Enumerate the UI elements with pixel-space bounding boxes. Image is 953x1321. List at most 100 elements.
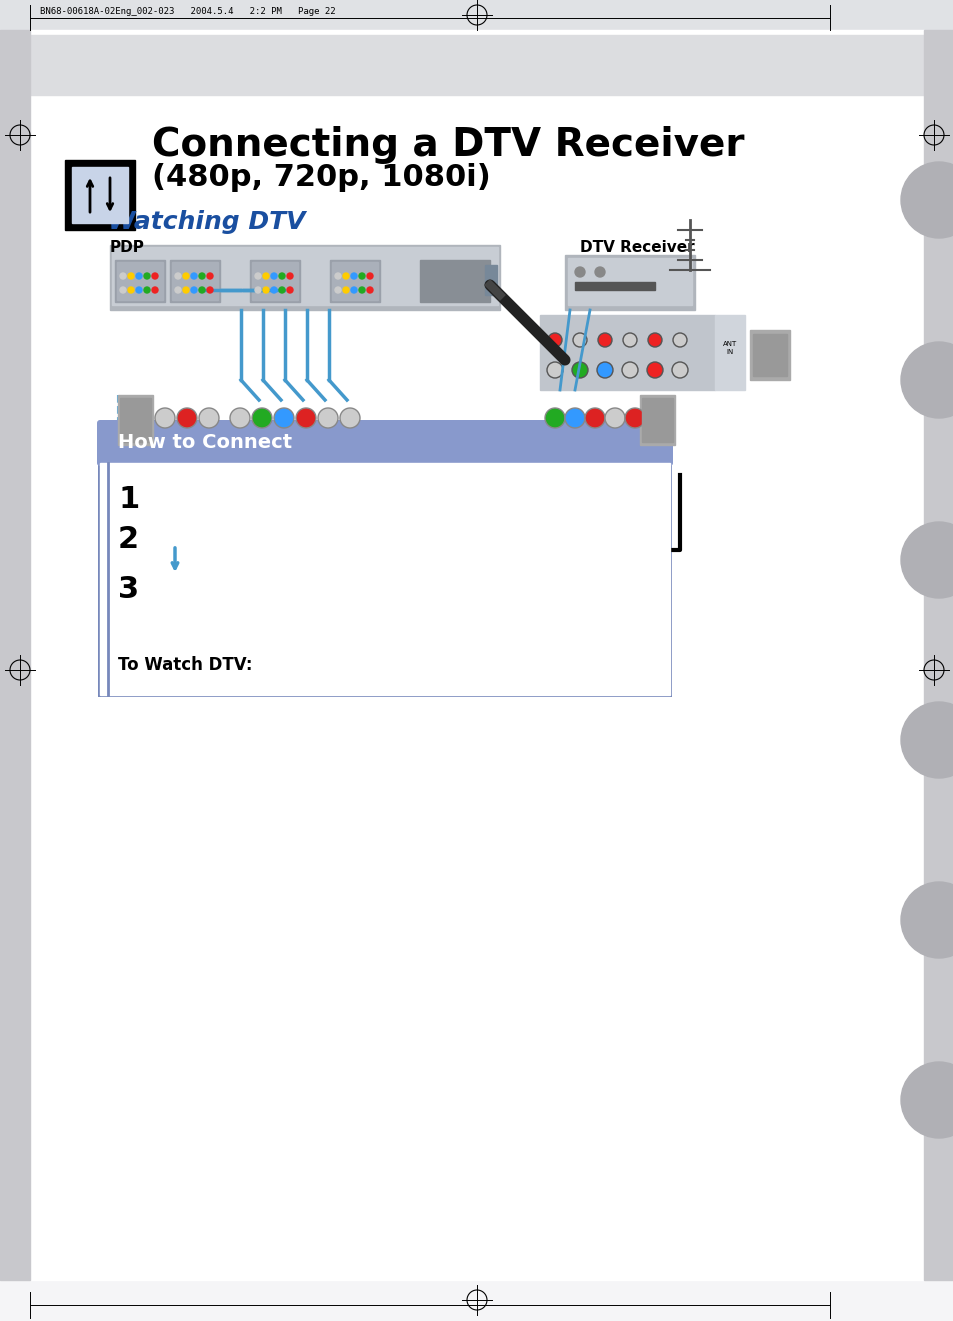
Circle shape [604,408,624,428]
Bar [641,398,672,443]
Circle shape [295,408,315,428]
Circle shape [572,362,587,378]
Bar [115,260,165,303]
Text: DTV Receiver: DTV Receiver [579,240,694,255]
Text: ANT
IN: ANT IN [722,342,737,354]
Circle shape [573,333,586,347]
Circle shape [207,287,213,293]
Circle shape [595,267,604,277]
Circle shape [317,408,337,428]
Text: 2: 2 [118,526,139,555]
Circle shape [900,1062,953,1137]
Circle shape [647,333,661,347]
Circle shape [335,287,340,293]
Circle shape [598,333,612,347]
Circle shape [546,362,562,378]
Bar [98,423,671,697]
Circle shape [120,273,126,279]
Text: PDP: PDP [110,240,145,255]
Circle shape [597,362,613,378]
Circle shape [254,273,261,279]
Circle shape [183,273,189,279]
Circle shape [584,408,604,428]
Bar [332,262,377,300]
Circle shape [367,273,373,279]
Bar [923,30,953,1280]
Text: 3: 3 [118,576,139,605]
Circle shape [252,408,272,428]
Circle shape [199,273,205,279]
Circle shape [271,273,276,279]
Bar [172,262,218,300]
Bar [71,166,128,223]
Bar [117,262,163,300]
Circle shape [358,287,365,293]
Circle shape [351,287,356,293]
Circle shape [343,273,349,279]
Bar [539,314,714,390]
Bar [65,160,135,230]
Bar [112,247,497,305]
Circle shape [900,882,953,958]
Circle shape [358,273,365,279]
Bar [419,260,490,303]
Circle shape [575,267,584,277]
Bar [170,260,220,303]
Circle shape [624,408,644,428]
Bar [752,334,786,376]
Circle shape [335,273,340,279]
Text: To Watch DTV:: To Watch DTV: [118,657,253,674]
Circle shape [144,287,150,293]
Text: Watching DTV: Watching DTV [108,210,305,234]
Bar [0,0,953,95]
Circle shape [367,287,373,293]
Text: How to Connect: How to Connect [118,433,292,453]
Circle shape [278,273,285,279]
Circle shape [900,522,953,598]
Bar [714,314,744,390]
Circle shape [263,273,269,279]
Circle shape [287,273,293,279]
Circle shape [547,333,561,347]
Circle shape [136,287,142,293]
Circle shape [128,287,133,293]
Circle shape [152,287,158,293]
Circle shape [263,287,269,293]
Bar [0,30,30,1280]
Circle shape [271,287,276,293]
Circle shape [191,287,196,293]
Text: (480p, 720p, 1080i): (480p, 720p, 1080i) [152,164,490,193]
Bar [639,395,675,445]
Bar [118,395,152,445]
Circle shape [900,162,953,238]
Circle shape [621,362,638,378]
Circle shape [343,287,349,293]
Bar [120,398,151,443]
Bar [564,255,695,310]
Circle shape [671,362,687,378]
Circle shape [564,408,584,428]
Circle shape [278,287,285,293]
Circle shape [622,333,637,347]
Circle shape [120,287,126,293]
Bar [252,262,297,300]
Circle shape [646,362,662,378]
Circle shape [152,273,158,279]
Circle shape [544,408,564,428]
Bar [749,330,789,380]
Circle shape [128,273,133,279]
Circle shape [174,287,181,293]
Circle shape [900,342,953,417]
Circle shape [174,273,181,279]
Circle shape [136,273,142,279]
Bar [330,260,379,303]
Bar [110,244,499,310]
Circle shape [339,408,359,428]
Circle shape [199,408,219,428]
Circle shape [207,273,213,279]
Bar [575,281,655,291]
Circle shape [183,287,189,293]
Circle shape [144,273,150,279]
Circle shape [644,408,664,428]
Circle shape [230,408,250,428]
